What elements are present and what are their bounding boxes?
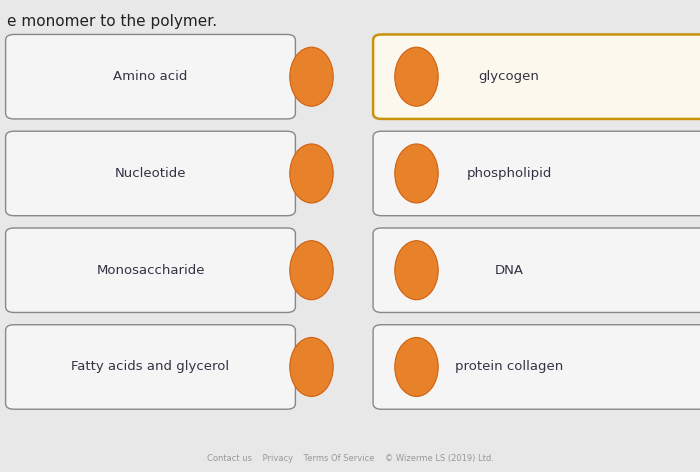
Ellipse shape <box>395 241 438 300</box>
Text: Monosaccharide: Monosaccharide <box>97 264 204 277</box>
FancyBboxPatch shape <box>6 34 295 119</box>
FancyBboxPatch shape <box>6 228 295 312</box>
FancyBboxPatch shape <box>373 34 700 119</box>
Ellipse shape <box>395 144 438 203</box>
Text: Nucleotide: Nucleotide <box>115 167 186 180</box>
Ellipse shape <box>290 337 333 396</box>
Text: glycogen: glycogen <box>479 70 540 83</box>
FancyBboxPatch shape <box>6 131 295 216</box>
Text: phospholipid: phospholipid <box>466 167 552 180</box>
FancyBboxPatch shape <box>6 325 295 409</box>
Text: Amino acid: Amino acid <box>113 70 188 83</box>
Text: e monomer to the polymer.: e monomer to the polymer. <box>7 14 217 29</box>
Text: Contact us    Privacy    Terms Of Service    © Wizerme LS (2019) Ltd.: Contact us Privacy Terms Of Service © Wi… <box>206 454 494 463</box>
Ellipse shape <box>395 337 438 396</box>
FancyBboxPatch shape <box>373 131 700 216</box>
Ellipse shape <box>290 47 333 106</box>
FancyBboxPatch shape <box>373 228 700 312</box>
Text: Fatty acids and glycerol: Fatty acids and glycerol <box>71 361 230 373</box>
Ellipse shape <box>395 47 438 106</box>
Ellipse shape <box>290 241 333 300</box>
FancyBboxPatch shape <box>373 325 700 409</box>
Text: protein collagen: protein collagen <box>455 361 564 373</box>
Ellipse shape <box>290 144 333 203</box>
Text: DNA: DNA <box>495 264 524 277</box>
